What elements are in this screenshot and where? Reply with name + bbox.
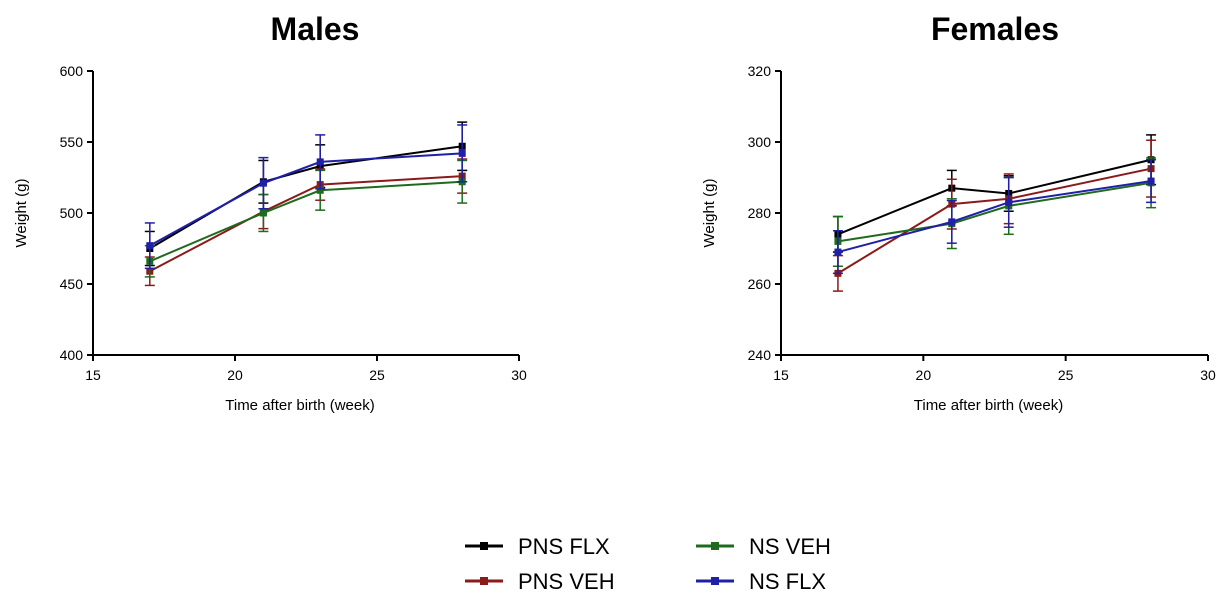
males-chart: Males 15 20 25 30 400 450 500 550 600 Time after b… (13, 11, 527, 414)
data-point (316, 158, 324, 166)
legend-item-pns-flx: PNS FLX (465, 534, 610, 559)
legend-label: PNS VEH (518, 569, 615, 594)
x-tick-label: 30 (1200, 367, 1216, 383)
x-axis-label: Time after birth (week) (225, 397, 374, 414)
x-tick-label: 25 (1058, 367, 1074, 383)
legend-label: NS VEH (749, 534, 831, 559)
data-point (834, 248, 842, 256)
legend-item-ns-veh: NS VEH (696, 534, 831, 559)
y-tick-label: 450 (60, 276, 84, 292)
data-point (458, 149, 466, 157)
series-ns-flx (832, 159, 1157, 275)
series-line (837, 180, 1152, 254)
females-chart: Females 15 20 25 30 240 260 280 300 320 Time after… (701, 11, 1216, 414)
series-line (149, 175, 463, 273)
data-point (1005, 198, 1013, 206)
legend-label: NS FLX (749, 569, 826, 594)
legend-item-pns-veh: PNS VEH (465, 569, 615, 594)
chart-title: Females (931, 11, 1059, 47)
x-tick-label: 15 (773, 367, 789, 383)
data-point (316, 186, 324, 194)
series-line (837, 181, 1152, 243)
data-point (146, 242, 154, 250)
y-tick-label: 600 (60, 63, 84, 79)
legend-swatch-marker (711, 577, 719, 585)
x-tick-label: 25 (369, 367, 385, 383)
y-axis-label: Weight (g) (701, 179, 718, 248)
y-tick-label: 400 (60, 347, 84, 363)
y-tick-label: 240 (748, 347, 772, 363)
series-line (837, 167, 1152, 275)
y-tick-label: 280 (748, 205, 772, 221)
series-ns-flx (144, 124, 468, 270)
legend-item-ns-flx: NS FLX (696, 569, 826, 594)
x-tick-label: 20 (916, 367, 932, 383)
x-tick-label: 15 (85, 367, 101, 383)
data-point (1147, 177, 1155, 185)
y-axis-label: Weight (g) (13, 179, 30, 248)
series-ns-veh (832, 157, 1157, 267)
legend-swatch-marker (711, 542, 719, 550)
legend: PNS FLX NS VEH PNS VEH NS FLX (465, 534, 831, 594)
x-tick-label: 30 (511, 367, 527, 383)
series-pns-flx (144, 121, 468, 267)
legend-swatch-marker (480, 577, 488, 585)
series-line (149, 180, 463, 263)
data-point (259, 209, 267, 217)
series-line (149, 152, 463, 247)
x-tick-label: 20 (227, 367, 243, 383)
data-point (948, 218, 956, 226)
chart-title: Males (271, 11, 360, 47)
y-tick-label: 550 (60, 134, 84, 150)
data-point (259, 179, 267, 187)
legend-swatch-marker (480, 542, 488, 550)
y-tick-label: 260 (748, 276, 772, 292)
y-tick-label: 320 (748, 63, 772, 79)
series-line (149, 145, 463, 250)
legend-label: PNS FLX (518, 534, 610, 559)
y-tick-label: 300 (748, 134, 772, 150)
series-line (837, 158, 1152, 236)
x-axis-label: Time after birth (week) (914, 397, 1063, 414)
y-tick-label: 500 (60, 205, 84, 221)
